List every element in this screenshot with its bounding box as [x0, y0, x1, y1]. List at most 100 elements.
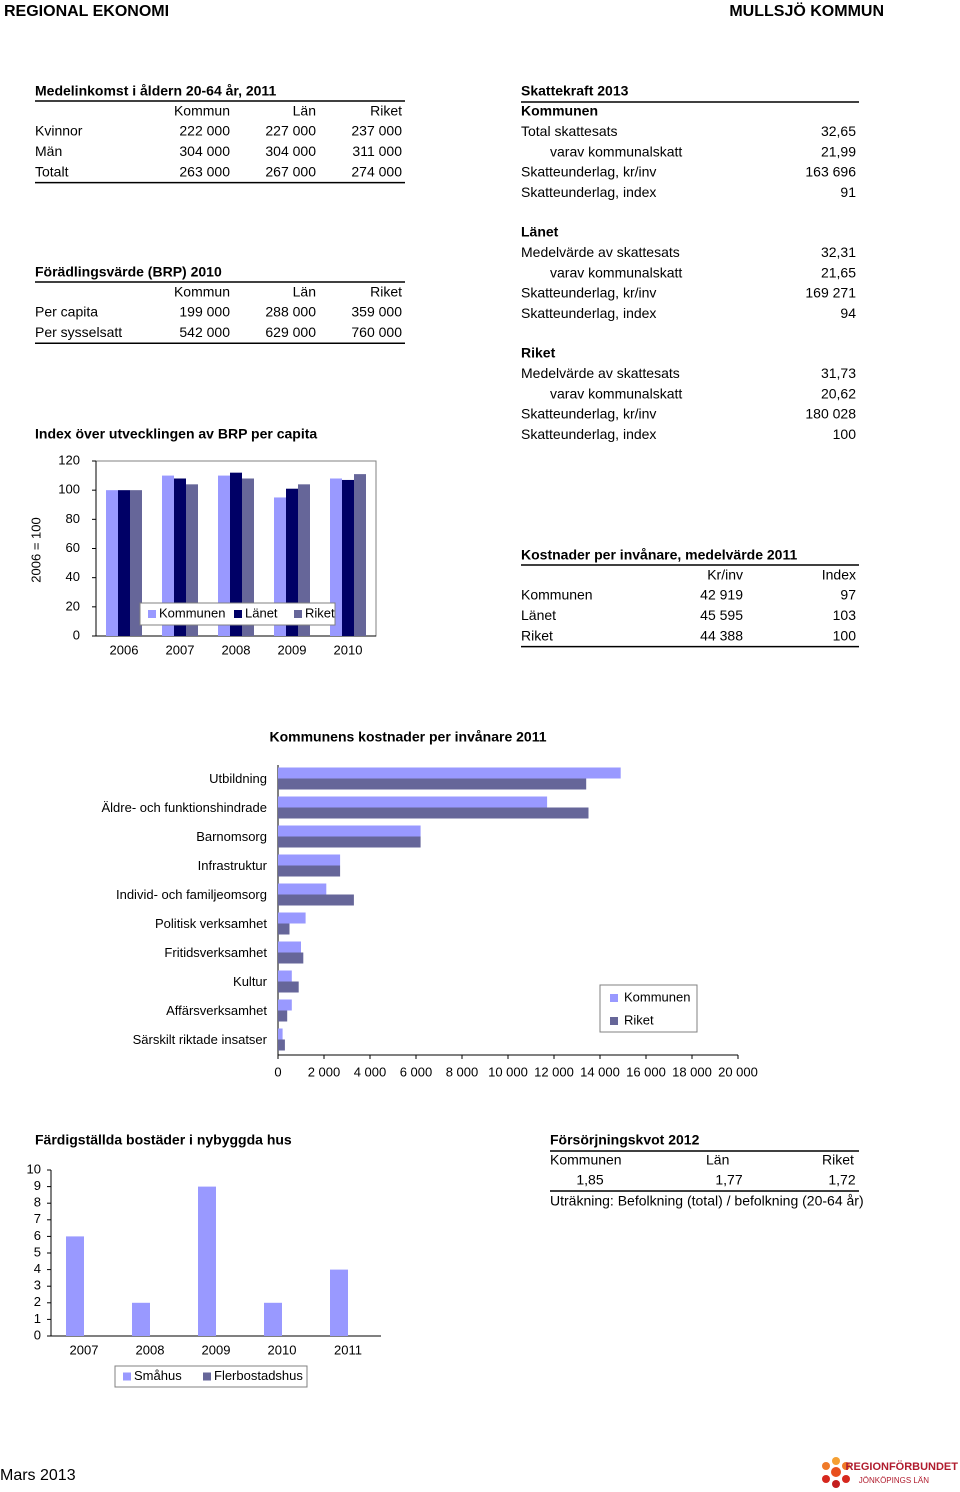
cell-value: 227 000 [265, 123, 316, 139]
chart-title: Index över utvecklingen av BRP per capit… [35, 426, 317, 442]
row-label: Kvinnor [35, 123, 83, 139]
y-tick-label: 0 [73, 627, 80, 642]
row-label: Skatteunderlag, index [521, 426, 656, 442]
x-tick-label: 12 000 [534, 1064, 574, 1079]
y-tick-label: 1 [34, 1311, 41, 1326]
y-tick-label: 9 [34, 1178, 41, 1193]
bar [278, 952, 304, 964]
y-tick-label: 3 [34, 1278, 41, 1293]
bar [278, 865, 341, 877]
cell-value: 1,72 [828, 1172, 855, 1188]
row-label: varav kommunalskatt [550, 264, 682, 280]
footer-date: Mars 2013 [0, 1467, 76, 1484]
column-header: Index [822, 567, 856, 583]
column-header: Kommunen [550, 1152, 622, 1168]
row-label: Per sysselsatt [35, 324, 122, 340]
cell-value: 542 000 [179, 324, 230, 340]
x-tick-label: 4 000 [354, 1064, 387, 1079]
cell-value: 180 028 [805, 406, 856, 422]
x-tick-label: 2010 [268, 1342, 297, 1357]
bar [342, 479, 354, 636]
column-header: Riket [822, 1152, 854, 1168]
legend-label: Småhus [134, 1368, 182, 1383]
bar [66, 1236, 84, 1336]
cell-value: 100 [833, 426, 857, 442]
cell-value: 97 [840, 587, 856, 603]
cell-value: 222 000 [179, 123, 230, 139]
y-tick-label: 8 [34, 1195, 41, 1210]
cell-value: 1,77 [715, 1172, 742, 1188]
cell-value: 288 000 [265, 304, 316, 320]
cell-value: 304 000 [265, 143, 316, 159]
section-heading: Riket [521, 345, 556, 361]
row-label: Länet [521, 607, 556, 623]
legend-label: Riket [624, 1012, 654, 1027]
x-tick-label: 16 000 [626, 1064, 666, 1079]
cell-value: 199 000 [179, 304, 230, 320]
y-tick-label: 80 [66, 511, 80, 526]
bar [278, 1028, 283, 1040]
bar [278, 767, 621, 779]
cell-value: 91 [840, 184, 856, 200]
legend-swatch [203, 1372, 211, 1381]
section-heading: Länet [521, 224, 559, 240]
cell-value: 629 000 [265, 324, 316, 340]
x-tick-label: 8 000 [446, 1064, 479, 1079]
table-title: Försörjningskvot 2012 [550, 1132, 700, 1148]
cell-value: 304 000 [179, 143, 230, 159]
bar [330, 478, 342, 636]
y-tick-label: 7 [34, 1211, 41, 1226]
x-tick-label: 6 000 [400, 1064, 433, 1079]
cell-value: 21,99 [821, 143, 856, 159]
cell-value: 169 271 [805, 285, 856, 301]
y-tick-label: 4 [34, 1261, 41, 1276]
section-heading: Kommunen [521, 103, 598, 119]
cell-value: 94 [840, 305, 856, 321]
y-tick-label: Politisk verksamhet [155, 916, 267, 931]
table-title: Kostnader per invånare, medelvärde 2011 [521, 547, 797, 563]
bar [278, 883, 327, 895]
bar [298, 484, 310, 636]
y-tick-label: Äldre- och funktionshindrade [102, 800, 268, 815]
cell-value: 163 696 [805, 164, 856, 180]
cell-value: 21,65 [821, 264, 856, 280]
x-tick-label: 2008 [222, 642, 251, 657]
legend-swatch [148, 610, 156, 618]
bar [278, 894, 354, 906]
legend-swatch [610, 994, 618, 1002]
y-tick-label: 0 [34, 1327, 41, 1342]
bar [242, 478, 254, 636]
cell-value: 44 388 [700, 627, 743, 643]
legend-label: Länet [245, 605, 278, 620]
y-tick-label: 120 [58, 452, 80, 467]
logo-icon [822, 1457, 850, 1488]
legend-label: Kommunen [624, 989, 690, 1004]
bar [278, 825, 421, 837]
y-tick-label: 2 [34, 1294, 41, 1309]
cell-value: 237 000 [351, 123, 402, 139]
y-tick-label: 5 [34, 1244, 41, 1259]
column-header: Län [293, 103, 316, 119]
bar [330, 1269, 348, 1336]
header-left: REGIONAL EKONOMI [4, 3, 169, 20]
row-label: Skatteunderlag, kr/inv [521, 285, 656, 301]
bar [278, 796, 548, 808]
x-tick-label: 2009 [202, 1342, 231, 1357]
x-tick-label: 2008 [136, 1342, 165, 1357]
row-label: Total skattesats [521, 123, 618, 139]
cell-value: 32,31 [821, 244, 856, 260]
cell-value: 1,85 [576, 1172, 603, 1188]
header-right: MULLSJÖ KOMMUN [729, 1, 884, 20]
x-tick-label: 14 000 [580, 1064, 620, 1079]
bar [278, 778, 587, 790]
bar [278, 923, 290, 935]
cell-value: 103 [833, 607, 857, 623]
x-tick-label: 2009 [278, 642, 307, 657]
column-header: Län [706, 1152, 729, 1168]
y-tick-label: 100 [58, 482, 80, 497]
row-label: varav kommunalskatt [550, 385, 682, 401]
row-label: varav kommunalskatt [550, 143, 682, 159]
y-tick-label: Individ- och familjeomsorg [116, 887, 267, 902]
legend-label: Flerbostadshus [214, 1368, 303, 1383]
